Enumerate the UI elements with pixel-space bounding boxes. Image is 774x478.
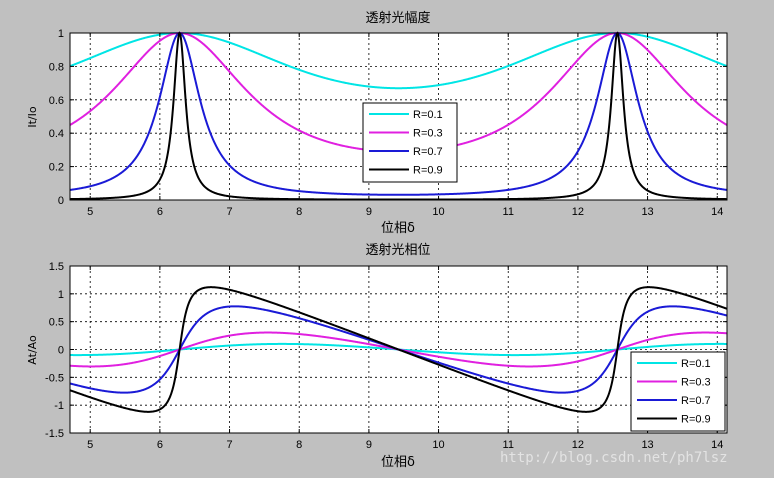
amplitude-title: 透射光幅度 (365, 10, 430, 26)
amplitude-ytick-label: 0 (58, 195, 64, 207)
phase-xtick-label: 7 (226, 439, 232, 451)
phase-xtick-label: 8 (296, 439, 302, 451)
phase-legend-label: R=0.7 (681, 395, 711, 407)
phase-xtick-label: 10 (432, 439, 444, 451)
amplitude-xtick-label: 9 (366, 206, 372, 218)
amplitude-ytick-label: 0.4 (49, 128, 64, 140)
amplitude-xtick-label: 8 (296, 206, 302, 218)
phase-xtick-label: 14 (711, 439, 723, 451)
watermark-text: http://blog.csdn.net/ph7lsz (500, 450, 728, 466)
amplitude-ytick-label: 0.2 (49, 162, 64, 174)
amplitude-xtick-label: 5 (87, 206, 93, 218)
amplitude-xtick-label: 6 (157, 206, 163, 218)
phase-title: 透射光相位 (365, 242, 430, 258)
amplitude-legend-label: R=0.3 (413, 128, 443, 140)
phase-axes: 透射光相位 5 6 7 8 9 10 11 12 13 14-1.5-1-0.500.511.5 … (26, 242, 728, 470)
phase-legend: R=0.1 R=0.3 R=0.7 R=0.9 (630, 351, 726, 432)
amplitude-xtick-label: 13 (641, 206, 653, 218)
amplitude-legend: R=0.1 R=0.3 R=0.7 R=0.9 (362, 102, 458, 183)
amplitude-xtick-label: 11 (503, 206, 514, 218)
phase-ytick-label: -1.5 (45, 428, 64, 440)
amplitude-xtick-label: 10 (432, 206, 444, 218)
amplitude-xtick-label: 7 (226, 206, 232, 218)
amplitude-ticks: 5 6 7 8 9 10 11 12 13 14 0 0.2 0.4 0.6 0.8 1 (49, 28, 727, 218)
phase-legend-label: R=0.1 (681, 358, 711, 370)
phase-ylabel: At/Ao (26, 335, 39, 365)
phase-ytick-label: 1.5 (49, 261, 64, 273)
phase-xtick-label: 12 (572, 439, 584, 451)
amplitude-legend-label: R=0.1 (413, 109, 443, 121)
phase-legend-label: R=0.3 (681, 377, 711, 389)
amplitude-xlabel: 位相δ (381, 221, 415, 236)
phase-xtick-label: 13 (641, 439, 653, 451)
phase-xtick-label: 9 (366, 439, 372, 451)
phase-xtick-label: 6 (157, 439, 163, 451)
amplitude-xtick-label: 12 (572, 206, 584, 218)
phase-xtick-label: 11 (503, 439, 514, 451)
amplitude-xtick-label: 14 (711, 206, 723, 218)
amplitude-axes-frame (69, 32, 728, 201)
phase-ytick-label: 0.5 (49, 317, 64, 329)
phase-xlabel: 位相δ (381, 455, 415, 470)
amplitude-legend-label: R=0.9 (413, 165, 443, 177)
phase-series-line (69, 286, 728, 413)
amplitude-legend-label: R=0.7 (413, 146, 443, 158)
amplitude-ylabel: It/Io (26, 106, 39, 128)
amplitude-ytick-label: 0.6 (49, 95, 64, 107)
phase-ytick-label: 0 (58, 345, 64, 357)
phase-ytick-label: -0.5 (45, 372, 64, 384)
phase-xtick-label: 5 (87, 439, 93, 451)
phase-series-group (69, 286, 728, 413)
phase-ytick-label: 1 (58, 289, 64, 301)
phase-ytick-label: -1 (54, 400, 64, 412)
phase-legend-label: R=0.9 (681, 414, 711, 426)
amplitude-ytick-label: 0.8 (49, 61, 64, 73)
amplitude-ytick-label: 1 (58, 28, 64, 40)
